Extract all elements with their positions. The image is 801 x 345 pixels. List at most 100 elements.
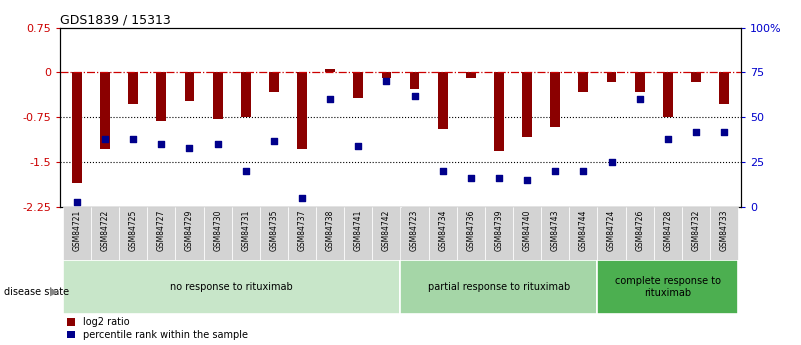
Bar xyxy=(119,207,147,260)
Text: GSM84740: GSM84740 xyxy=(522,210,532,251)
Bar xyxy=(438,72,448,129)
Point xyxy=(577,168,590,174)
Bar xyxy=(184,72,195,101)
Text: GSM84744: GSM84744 xyxy=(579,210,588,251)
Legend: log2 ratio, percentile rank within the sample: log2 ratio, percentile rank within the s… xyxy=(67,317,248,340)
Point xyxy=(99,136,111,141)
Bar xyxy=(634,72,645,91)
Text: GSM84736: GSM84736 xyxy=(466,210,475,251)
Bar xyxy=(409,72,420,89)
Bar xyxy=(457,207,485,260)
Text: GSM84732: GSM84732 xyxy=(691,210,700,251)
Bar xyxy=(400,260,598,314)
Point xyxy=(409,93,421,99)
Point xyxy=(211,141,224,147)
Text: GSM84738: GSM84738 xyxy=(326,210,335,251)
Point xyxy=(465,176,477,181)
Bar xyxy=(550,72,560,127)
Text: GSM84729: GSM84729 xyxy=(185,210,194,251)
Text: GSM84727: GSM84727 xyxy=(157,210,166,251)
Bar xyxy=(654,207,682,260)
Point xyxy=(437,168,449,174)
Text: GSM84742: GSM84742 xyxy=(382,210,391,251)
Text: GSM84725: GSM84725 xyxy=(129,210,138,251)
Bar xyxy=(719,72,729,104)
Bar xyxy=(663,72,673,117)
Bar xyxy=(494,72,504,151)
Text: complete response to
rituximab: complete response to rituximab xyxy=(615,276,721,298)
Text: GSM84723: GSM84723 xyxy=(410,210,419,251)
Point xyxy=(521,177,533,183)
Bar xyxy=(485,207,513,260)
Bar xyxy=(682,207,710,260)
Bar xyxy=(297,72,307,149)
Text: partial response to rituximab: partial response to rituximab xyxy=(428,282,570,292)
Bar xyxy=(325,69,335,72)
Text: disease state: disease state xyxy=(4,287,69,296)
Bar xyxy=(156,72,167,121)
Text: GSM84733: GSM84733 xyxy=(719,210,729,251)
Bar xyxy=(231,207,260,260)
Bar xyxy=(260,207,288,260)
Bar xyxy=(203,207,231,260)
Point xyxy=(70,199,83,204)
Text: GSM84743: GSM84743 xyxy=(551,210,560,251)
Bar xyxy=(626,207,654,260)
Bar xyxy=(353,72,363,98)
Point xyxy=(268,138,280,144)
Bar xyxy=(598,207,626,260)
Bar xyxy=(213,72,223,119)
Text: ▶: ▶ xyxy=(50,287,58,296)
Text: GSM84728: GSM84728 xyxy=(663,210,672,251)
Point xyxy=(296,195,308,201)
Text: GSM84741: GSM84741 xyxy=(354,210,363,251)
Point xyxy=(662,136,674,141)
Bar xyxy=(63,260,400,314)
Text: no response to rituximab: no response to rituximab xyxy=(171,282,293,292)
Point xyxy=(380,79,392,84)
Bar xyxy=(72,72,82,183)
Bar xyxy=(100,72,110,149)
Text: GSM84726: GSM84726 xyxy=(635,210,644,251)
Point xyxy=(352,143,364,149)
Point xyxy=(549,168,562,174)
Bar xyxy=(570,207,598,260)
Bar xyxy=(269,72,279,91)
Point xyxy=(239,168,252,174)
Point xyxy=(493,176,505,181)
Bar xyxy=(316,207,344,260)
Bar xyxy=(513,207,541,260)
Bar xyxy=(710,207,738,260)
Text: GSM84731: GSM84731 xyxy=(241,210,250,251)
Point xyxy=(718,129,731,135)
Point xyxy=(634,97,646,102)
Point xyxy=(324,97,336,102)
Point xyxy=(605,159,618,165)
Bar xyxy=(429,207,457,260)
Bar xyxy=(522,72,532,137)
Bar xyxy=(175,207,203,260)
Point xyxy=(183,145,196,150)
Text: GSM84734: GSM84734 xyxy=(438,210,447,251)
Bar xyxy=(241,72,251,117)
Bar xyxy=(466,72,476,78)
Text: GSM84739: GSM84739 xyxy=(494,210,504,251)
Bar xyxy=(372,207,400,260)
Text: GDS1839 / 15313: GDS1839 / 15313 xyxy=(60,13,171,27)
Bar xyxy=(288,207,316,260)
Bar xyxy=(578,72,588,91)
Bar xyxy=(691,72,701,82)
Point xyxy=(155,141,167,147)
Bar xyxy=(63,207,91,260)
Point xyxy=(690,129,702,135)
Bar xyxy=(128,72,138,104)
Text: GSM84735: GSM84735 xyxy=(269,210,279,251)
Text: GSM84724: GSM84724 xyxy=(607,210,616,251)
Text: GSM84730: GSM84730 xyxy=(213,210,222,251)
Text: GSM84722: GSM84722 xyxy=(101,210,110,251)
Bar xyxy=(541,207,570,260)
Point xyxy=(127,136,139,141)
Bar xyxy=(598,260,738,314)
Bar xyxy=(147,207,175,260)
Text: GSM84721: GSM84721 xyxy=(72,210,82,251)
